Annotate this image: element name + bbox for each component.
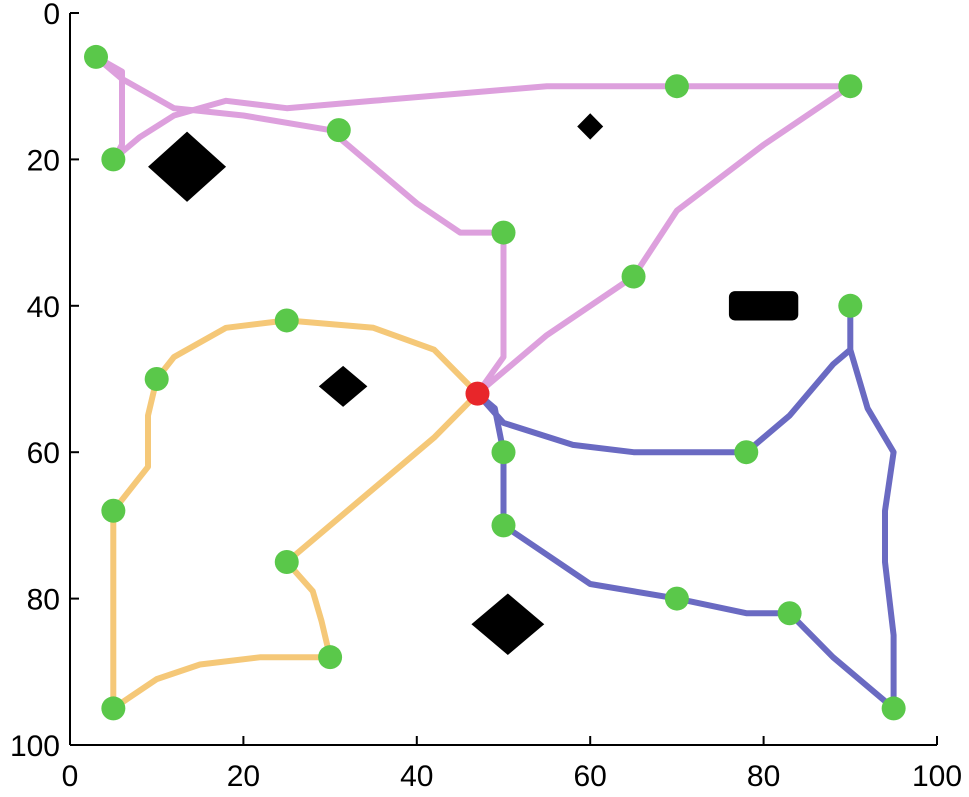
route-2-node-4 bbox=[101, 696, 126, 721]
x-tick-label-3: 60 bbox=[574, 760, 607, 793]
route-1-node-5 bbox=[664, 74, 689, 99]
y-tick-label-5: 100 bbox=[10, 730, 60, 763]
y-tick-label-1: 20 bbox=[27, 144, 60, 177]
y-tick-label-0: 0 bbox=[43, 0, 60, 31]
obstacle-0 bbox=[148, 131, 227, 202]
x-tick-label-5: 100 bbox=[912, 760, 962, 793]
y-tick-label-2: 40 bbox=[27, 291, 60, 324]
x-tick-label-0: 0 bbox=[62, 760, 79, 793]
route-line-2 bbox=[110, 317, 481, 712]
obstacle-3 bbox=[728, 291, 799, 321]
obstacle-4 bbox=[471, 593, 545, 655]
route-2-node-3 bbox=[101, 498, 126, 523]
route-3-node-5 bbox=[664, 586, 689, 611]
route-1-node-7 bbox=[621, 264, 646, 289]
route-1-node-2 bbox=[101, 147, 126, 172]
route-line-1 bbox=[93, 53, 854, 397]
route-3-node-6 bbox=[777, 601, 802, 626]
route-3-node-4 bbox=[491, 513, 516, 538]
route-3-node-2 bbox=[734, 440, 759, 465]
obstacle-1 bbox=[577, 113, 604, 140]
route-2-node-2 bbox=[144, 367, 169, 391]
y-tick-label-4: 80 bbox=[27, 584, 60, 617]
obstacles-layer bbox=[148, 113, 799, 655]
x-tick-label-1: 20 bbox=[227, 760, 260, 793]
route-1-node-4 bbox=[491, 220, 516, 245]
x-tick-label-2: 40 bbox=[400, 760, 433, 793]
route-1-node-6 bbox=[838, 74, 863, 99]
route-2-node-1 bbox=[274, 308, 299, 333]
y-tick-label-3: 60 bbox=[27, 437, 60, 470]
route-2-node-5 bbox=[318, 645, 343, 670]
x-tick-label-4: 80 bbox=[747, 760, 780, 793]
route-3-node-3 bbox=[838, 293, 863, 318]
route-2-node-6 bbox=[274, 550, 299, 574]
route-line-3 bbox=[474, 302, 897, 712]
route-3-node-7 bbox=[881, 696, 906, 721]
axes-layer bbox=[69, 13, 937, 746]
route-1-node-1 bbox=[84, 44, 109, 69]
route-3-node-1 bbox=[491, 440, 516, 465]
obstacle-2 bbox=[318, 365, 368, 407]
depot-node bbox=[465, 381, 490, 406]
nodes-layer bbox=[84, 44, 906, 721]
route-1-node-3 bbox=[326, 118, 351, 143]
